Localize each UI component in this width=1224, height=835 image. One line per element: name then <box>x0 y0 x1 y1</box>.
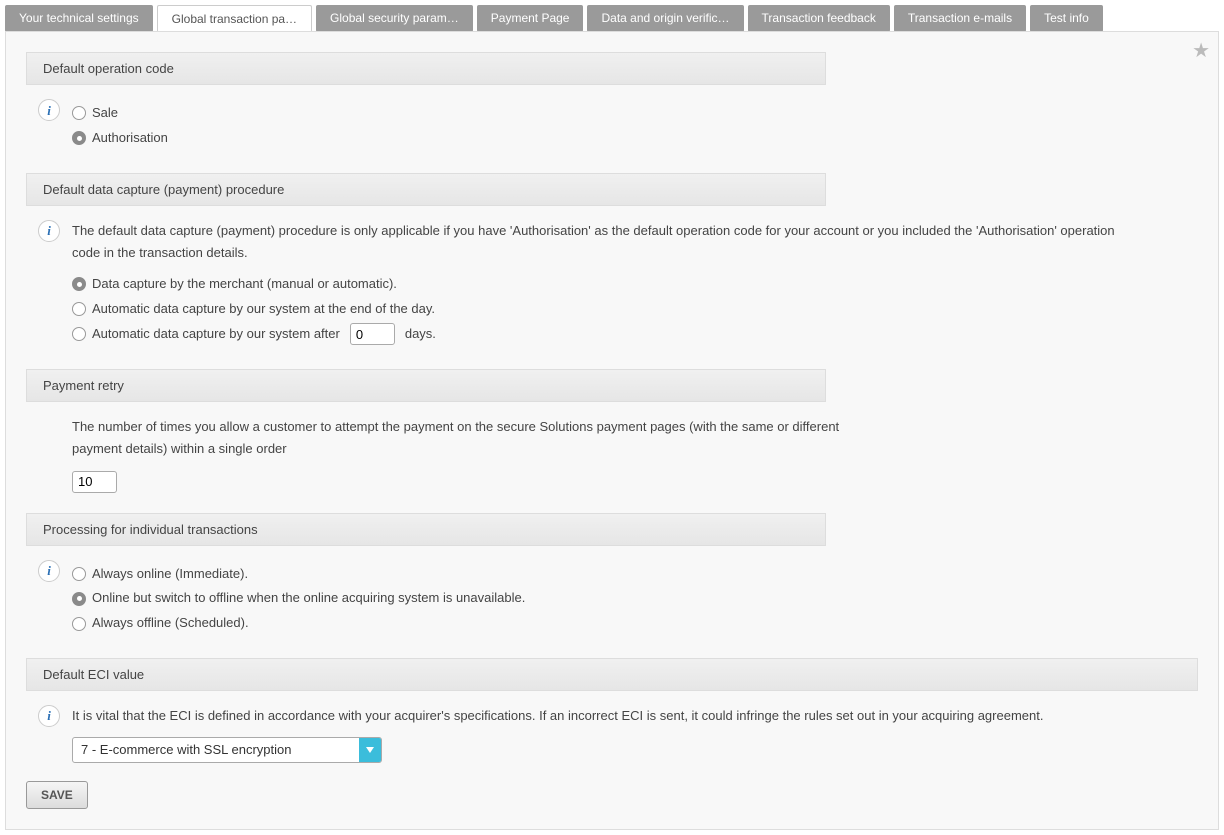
section-title: Processing for individual transactions <box>26 513 826 546</box>
info-icon[interactable]: i <box>38 99 60 121</box>
tab-test-info[interactable]: Test info <box>1030 5 1103 32</box>
tab-data-origin[interactable]: Data and origin verific… <box>587 5 743 32</box>
radio-always-offline[interactable] <box>72 617 86 631</box>
section-title: Payment retry <box>26 369 826 402</box>
chevron-down-icon[interactable] <box>359 738 381 762</box>
eci-select[interactable]: 7 - E-commerce with SSL encryption <box>72 737 382 763</box>
save-button[interactable]: SAVE <box>26 781 88 809</box>
radio-capture-merchant[interactable] <box>72 277 86 291</box>
info-icon[interactable]: i <box>38 560 60 582</box>
radio-sale[interactable] <box>72 106 86 120</box>
info-icon[interactable]: i <box>38 220 60 242</box>
radio-always-offline-label: Always offline (Scheduled). <box>92 613 249 634</box>
data-capture-description: The default data capture (payment) proce… <box>72 220 1138 264</box>
payment-retry-description: The number of times you allow a customer… <box>72 416 892 460</box>
section-payment-retry: Payment retry The number of times you al… <box>26 369 1198 492</box>
radio-switch-offline[interactable] <box>72 592 86 606</box>
eci-select-value: 7 - E-commerce with SSL encryption <box>73 738 359 762</box>
favorite-star-icon[interactable]: ★ <box>1192 38 1210 63</box>
radio-capture-after-prefix: Automatic data capture by our system aft… <box>92 324 340 345</box>
section-operation-code: Default operation code i Sale Authorisat… <box>26 52 1198 153</box>
tab-global-security[interactable]: Global security param… <box>316 5 473 32</box>
radio-always-online-label: Always online (Immediate). <box>92 564 248 585</box>
section-title: Default operation code <box>26 52 826 85</box>
tab-payment-page[interactable]: Payment Page <box>477 5 584 32</box>
info-icon[interactable]: i <box>38 705 60 727</box>
eci-description: It is vital that the ECI is defined in a… <box>72 705 1138 727</box>
radio-always-online[interactable] <box>72 567 86 581</box>
radio-authorisation-label: Authorisation <box>92 128 168 149</box>
section-eci: Default ECI value i It is vital that the… <box>26 658 1198 763</box>
radio-capture-after[interactable] <box>72 327 86 341</box>
radio-capture-eod-label: Automatic data capture by our system at … <box>92 299 435 320</box>
section-data-capture: Default data capture (payment) procedure… <box>26 173 1198 350</box>
tab-bar: Your technical settings Global transacti… <box>5 5 1219 32</box>
radio-capture-merchant-label: Data capture by the merchant (manual or … <box>92 274 397 295</box>
capture-after-days-input[interactable] <box>350 323 395 345</box>
section-title: Default data capture (payment) procedure <box>26 173 826 206</box>
radio-switch-offline-label: Online but switch to offline when the on… <box>92 588 525 609</box>
payment-retry-input[interactable] <box>72 471 117 493</box>
radio-sale-label: Sale <box>92 103 118 124</box>
tab-global-transaction[interactable]: Global transaction pa… <box>157 5 312 32</box>
section-processing: Processing for individual transactions i… <box>26 513 1198 638</box>
section-title: Default ECI value <box>26 658 1198 691</box>
tab-technical-settings[interactable]: Your technical settings <box>5 5 153 32</box>
settings-panel: ★ Default operation code i Sale Authoris… <box>5 31 1219 830</box>
radio-authorisation[interactable] <box>72 131 86 145</box>
tab-transaction-feedback[interactable]: Transaction feedback <box>748 5 890 32</box>
radio-capture-eod[interactable] <box>72 302 86 316</box>
tab-transaction-emails[interactable]: Transaction e-mails <box>894 5 1026 32</box>
radio-capture-after-suffix: days. <box>405 324 436 345</box>
